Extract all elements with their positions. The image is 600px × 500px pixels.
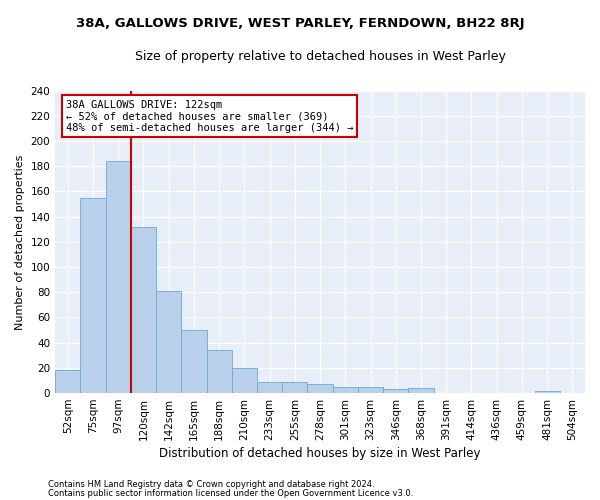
X-axis label: Distribution of detached houses by size in West Parley: Distribution of detached houses by size … [160,447,481,460]
Bar [257,382,282,393]
Bar [181,330,206,393]
Bar [307,384,332,393]
Y-axis label: Number of detached properties: Number of detached properties [15,154,25,330]
Bar [206,350,232,393]
Bar [282,382,307,393]
Bar [358,387,383,393]
Bar [409,388,434,393]
Bar [80,198,106,393]
Bar [535,390,560,393]
Bar [232,368,257,393]
Bar [131,226,156,393]
Bar [106,161,131,393]
Text: Contains HM Land Registry data © Crown copyright and database right 2024.: Contains HM Land Registry data © Crown c… [48,480,374,489]
Bar [55,370,80,393]
Text: Contains public sector information licensed under the Open Government Licence v3: Contains public sector information licen… [48,488,413,498]
Bar [156,291,181,393]
Text: 38A GALLOWS DRIVE: 122sqm
← 52% of detached houses are smaller (369)
48% of semi: 38A GALLOWS DRIVE: 122sqm ← 52% of detac… [66,100,353,133]
Bar [383,390,409,393]
Text: 38A, GALLOWS DRIVE, WEST PARLEY, FERNDOWN, BH22 8RJ: 38A, GALLOWS DRIVE, WEST PARLEY, FERNDOW… [76,18,524,30]
Bar [332,387,358,393]
Title: Size of property relative to detached houses in West Parley: Size of property relative to detached ho… [134,50,506,63]
